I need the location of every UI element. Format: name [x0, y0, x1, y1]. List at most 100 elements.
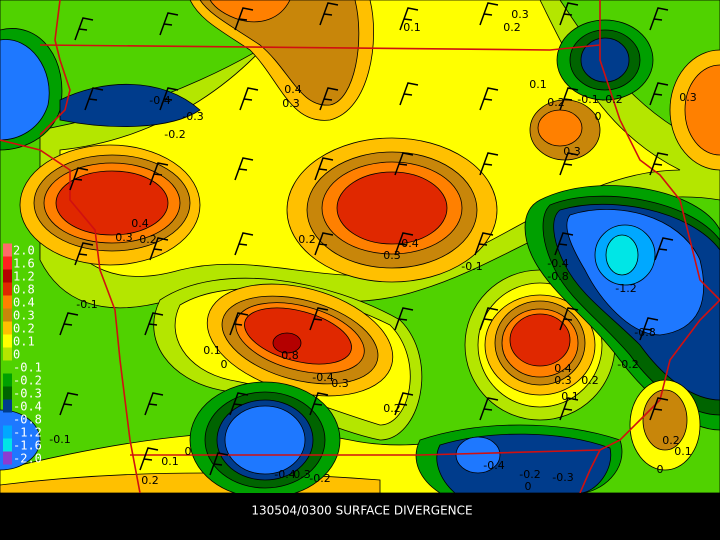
wind-barb — [319, 87, 339, 111]
contour-label: -1.2 — [615, 282, 636, 295]
legend-swatch — [3, 412, 12, 426]
wind-barb — [649, 397, 669, 421]
legend-swatch — [3, 321, 12, 335]
contour-label: 0.2 — [581, 374, 599, 387]
contour-labels: 0.10.30.20.40.3-0.4-0.3-0.20.10.2 -0.1 -0.… — [49, 8, 696, 493]
contour-label: 0.1 — [161, 455, 179, 468]
legend: 2.01.61.20.80.40.30.20.10-0.1-0.2-0.3-0.… — [3, 243, 42, 466]
legend-label: 0.8 — [13, 283, 35, 297]
legend-label: 0 — [13, 348, 20, 362]
contour-label: -0.1 — [577, 93, 598, 106]
contour-label: 0.4 — [131, 217, 149, 230]
wind-barb — [394, 152, 414, 176]
wind-barb — [399, 7, 419, 31]
contour-label: 0.1 — [674, 445, 692, 458]
wind-barb — [639, 317, 659, 341]
contour-label: 0.8 — [281, 349, 299, 362]
contour-label: 0.2 — [503, 21, 521, 34]
wind-barb — [59, 392, 79, 416]
contour-fill — [0, 0, 720, 493]
contour-label: 0.3 — [679, 91, 697, 104]
contour-label: 0 — [185, 445, 192, 458]
contour-label: -0.3 — [552, 471, 573, 484]
wind-barb — [239, 87, 259, 111]
wind-barb — [474, 232, 494, 256]
legend-label: 1.2 — [13, 270, 35, 284]
wind-barb — [74, 17, 94, 41]
contour-label: 0.2 — [383, 402, 401, 415]
contour-label: 0.2 — [298, 233, 316, 246]
contour-label: -0.4 — [274, 468, 295, 481]
contour-label: 0.1 — [561, 390, 579, 403]
wind-barb — [479, 152, 499, 176]
wind-barb — [234, 7, 254, 31]
wind-barb — [559, 2, 579, 26]
wind-barb — [559, 152, 579, 176]
legend-swatch — [3, 451, 12, 465]
wind-barb — [309, 392, 329, 416]
wind-barb — [479, 2, 499, 26]
wind-barb — [559, 397, 579, 421]
wind-barb — [479, 397, 499, 421]
wind-barb — [479, 87, 499, 111]
wind-barb — [314, 157, 334, 181]
wind-barb — [229, 392, 249, 416]
legend-label: 0.2 — [13, 322, 35, 336]
legend-label: -0.3 — [13, 387, 42, 401]
contour-label: 0.2 — [139, 233, 157, 246]
wind-barb — [74, 242, 94, 266]
legend-label: 0.4 — [13, 296, 35, 310]
contour-label: 0.3 — [115, 231, 133, 244]
contour-label: -0.1 — [76, 298, 97, 311]
legend-label: -0.4 — [13, 400, 42, 414]
contour-label: -0.4 — [149, 94, 170, 107]
wind-barb — [649, 152, 669, 176]
wind-barb — [649, 82, 669, 106]
contour-label: -0.2 — [519, 468, 540, 481]
contour-label: 0.1 — [529, 78, 547, 91]
contour-label: -0.4 — [547, 257, 568, 270]
contour-label: -0.8 — [547, 270, 568, 283]
legend-label: -2.0 — [13, 452, 42, 466]
legend-swatch — [3, 256, 12, 270]
contour-label: 0.3 — [383, 249, 401, 262]
wind-barb — [149, 237, 169, 261]
legend-swatch — [3, 360, 12, 374]
contour-label: 0.1 — [403, 21, 421, 34]
wind-barb — [654, 237, 674, 261]
contour-label: 0.1 — [203, 344, 221, 357]
wind-barb — [234, 232, 254, 256]
wind-barb — [144, 392, 164, 416]
contour-label: -0.2 — [601, 93, 622, 106]
contour-label: 0.3 — [511, 8, 529, 21]
wind-barb — [69, 167, 89, 191]
contour-label: -0.4 — [312, 371, 333, 384]
state-borders — [0, 0, 720, 493]
contour-label: 0.3 — [331, 377, 349, 390]
contour-label: -0.1 — [461, 260, 482, 273]
legend-swatch — [3, 347, 12, 361]
legend-swatch — [3, 308, 12, 322]
legend-swatch — [3, 282, 12, 296]
contour-label: 0.3 — [282, 97, 300, 110]
legend-swatch — [3, 399, 12, 413]
wind-barb — [479, 307, 499, 331]
legend-label: 0.3 — [13, 309, 35, 323]
wind-barb — [209, 452, 229, 476]
legend-label: -1.6 — [13, 439, 42, 453]
legend-swatch — [3, 425, 12, 439]
legend-label: 0.1 — [13, 335, 35, 349]
contour-label: 0 — [525, 480, 532, 493]
legend-label: -1.2 — [13, 426, 42, 440]
legend-swatch — [3, 438, 12, 452]
contour-label: 0.3 — [293, 468, 311, 481]
legend-label: -0.8 — [13, 413, 42, 427]
wind-barbs — [59, 2, 674, 476]
contour-label: -0.8 — [634, 326, 655, 339]
contour-label: 0.2 — [141, 474, 159, 487]
map-title: 130504/0300 SURFACE DIVERGENCE — [251, 504, 472, 518]
legend-swatch — [3, 269, 12, 283]
wind-barb — [229, 312, 249, 336]
